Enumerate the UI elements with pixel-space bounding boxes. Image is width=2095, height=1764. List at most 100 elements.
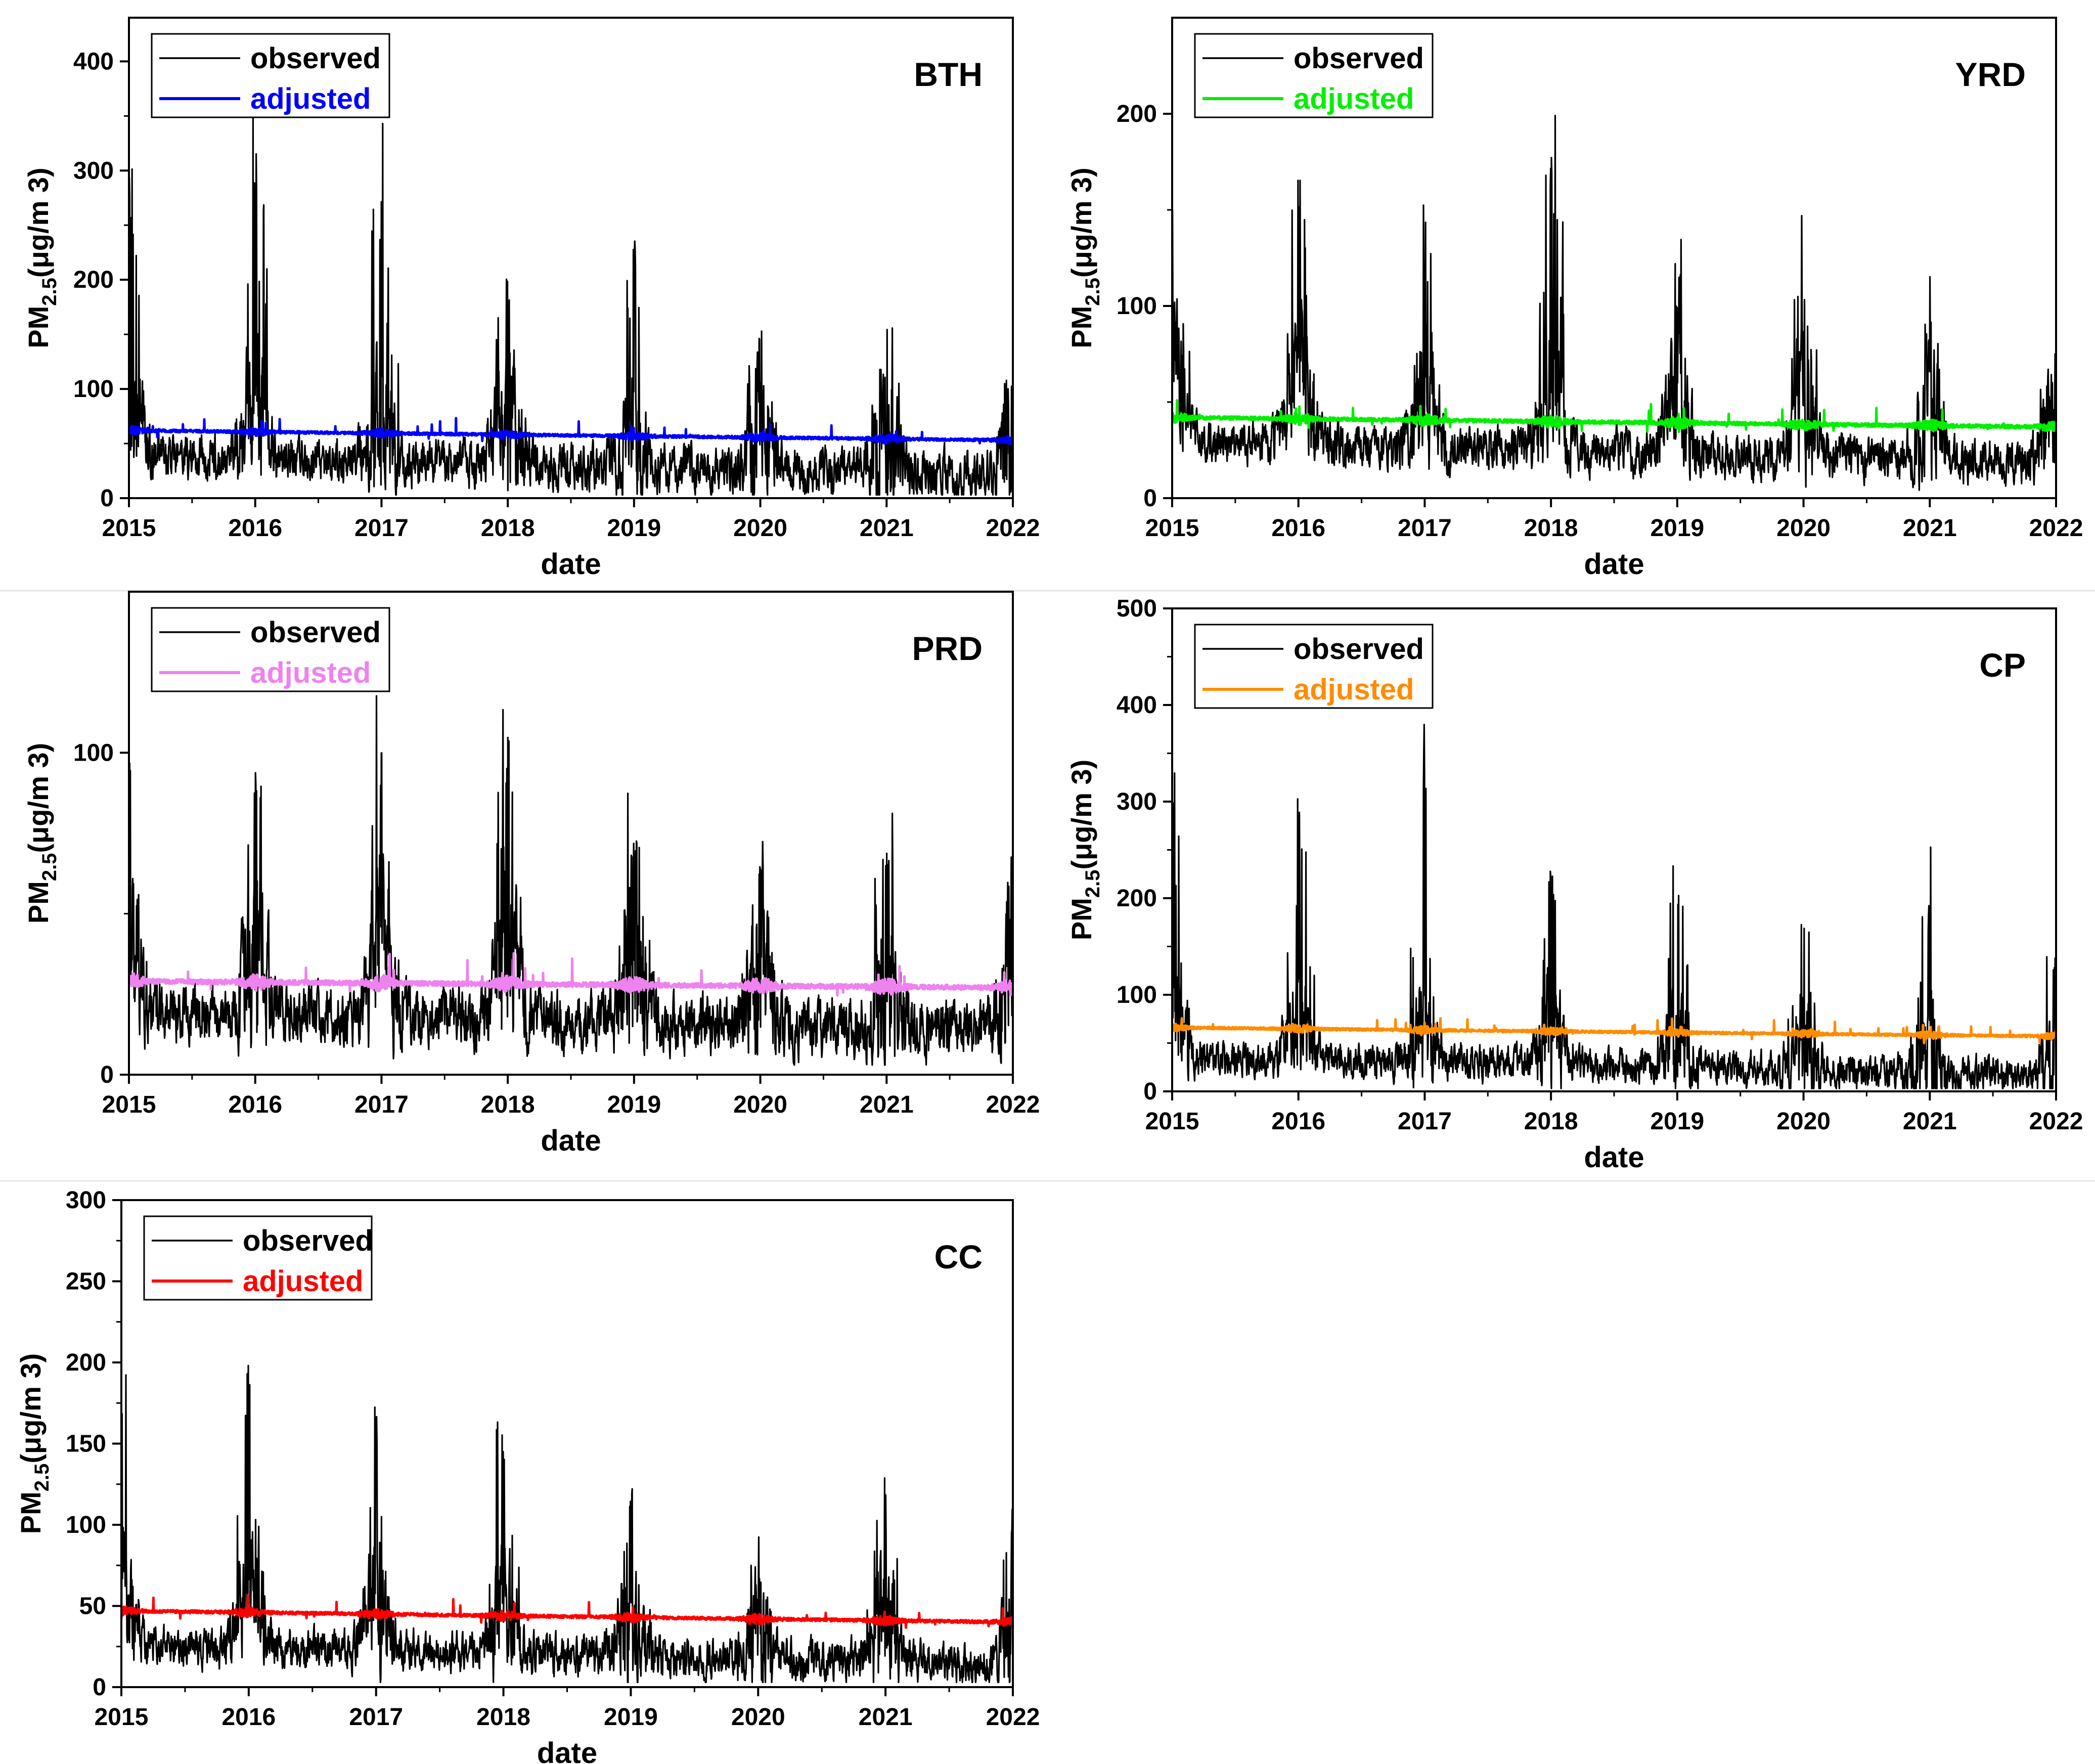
x-tick-label: 2016	[228, 1091, 282, 1118]
legend-label-observed: observed	[1294, 633, 1424, 666]
y-axis-label: PM2.5(μg/m 3)	[22, 743, 61, 923]
x-tick-label: 2022	[2029, 515, 2083, 542]
chart-panel-yrd: 2015 2016 2017 2018 2019 2020 2021 2022 0 100 200 d…	[1065, 17, 2083, 581]
legend-label-adjusted: adjusted	[250, 656, 371, 689]
x-tick-label: 2021	[859, 1704, 913, 1731]
x-tick-label: 2017	[1398, 515, 1452, 542]
y-tick-label: 100	[66, 1512, 106, 1538]
series-observed	[129, 695, 1013, 1066]
legend-box	[151, 33, 390, 118]
x-tick-label: 2020	[1776, 515, 1831, 542]
region-label: CP	[1979, 646, 2026, 684]
legend-box	[1194, 33, 1434, 118]
legend-label-observed: observed	[250, 42, 381, 75]
x-tick-label: 2021	[1903, 1108, 1957, 1135]
series-group	[121, 1364, 1013, 1683]
y-tick-label: 300	[66, 1187, 106, 1214]
legend-box	[1194, 624, 1434, 709]
x-tick-label: 2020	[731, 1704, 785, 1731]
x-tick-label: 2022	[986, 1704, 1040, 1731]
y-axis-label: PM2.5(μg/m 3)	[22, 167, 61, 348]
x-tick-label: 2019	[1650, 1108, 1704, 1135]
x-tick-label: 2021	[1903, 515, 1957, 542]
chart-panel-cp: 2015 2016 2017 2018 2019 2020 2021 2022 0 100 200 3…	[1065, 595, 2083, 1174]
legend: observed adjusted	[151, 33, 390, 118]
x-tick-label: 2020	[733, 515, 787, 542]
series-group	[1172, 114, 2056, 491]
legend: observed adjusted	[151, 607, 390, 692]
y-axis-label-main: PM	[15, 1491, 47, 1534]
x-tick-label: 2018	[476, 1704, 530, 1731]
series-observed	[121, 1364, 1013, 1683]
y-tick-label: 0	[100, 1062, 114, 1088]
y-axis-label-main: PM	[22, 306, 54, 348]
legend: observed adjusted	[1194, 624, 1434, 709]
x-tick-label: 2020	[733, 1091, 787, 1118]
x-tick-label: 2022	[986, 515, 1040, 542]
x-tick-label: 2017	[349, 1704, 403, 1731]
y-tick-label: 400	[73, 48, 114, 75]
x-tick-label: 2016	[228, 515, 282, 542]
y-tick-label: 200	[1117, 885, 1157, 912]
x-tick-label: 2018	[481, 1091, 535, 1118]
region-label: BTH	[914, 56, 983, 93]
y-axis-label-main: PM	[1065, 898, 1097, 940]
y-axis-label-subscript: 2.5	[38, 278, 61, 306]
y-tick-label: 100	[73, 739, 114, 766]
y-axis-label-subscript: 2.5	[38, 853, 61, 881]
series-adjusted	[1172, 1017, 2056, 1044]
y-axis-label: PM2.5(μg/m 3)	[15, 1353, 53, 1534]
x-tick-label: 2015	[1145, 515, 1199, 542]
legend-label-adjusted: adjusted	[1294, 673, 1414, 706]
y-axis-label-main: PM	[1065, 306, 1097, 348]
y-tick-label: 500	[1117, 595, 1157, 622]
x-tick-label: 2015	[1145, 1108, 1199, 1135]
y-axis-label-subscript: 2.5	[1082, 278, 1104, 306]
x-tick-label: 2022	[986, 1091, 1040, 1118]
y-axis-label-units: (μg/m 3)	[22, 167, 54, 278]
region-label: YRD	[1955, 56, 2026, 93]
x-tick-label: 2016	[1271, 1108, 1325, 1135]
y-tick-label: 400	[1117, 692, 1157, 719]
y-tick-label: 0	[100, 485, 114, 512]
legend: observed adjusted	[1194, 33, 1434, 118]
chart-panel-prd: 2015 2016 2017 2018 2019 2020 2021 2022 0 100 date…	[22, 591, 1040, 1157]
y-tick-label: 50	[79, 1593, 106, 1620]
y-axis-label-units: (μg/m 3)	[15, 1353, 47, 1464]
legend-box	[143, 1215, 373, 1301]
x-axis-label: date	[1584, 548, 1644, 581]
x-tick-label: 2021	[860, 515, 914, 542]
y-axis-label-units: (μg/m 3)	[22, 743, 54, 853]
x-tick-label: 2022	[2029, 1108, 2083, 1135]
y-axis-label-subscript: 2.5	[1082, 870, 1104, 898]
series-group	[129, 695, 1013, 1066]
x-axis-label: date	[541, 1124, 601, 1157]
x-tick-label: 2018	[1524, 1108, 1578, 1135]
series-adjusted	[121, 1594, 1013, 1629]
y-axis-label: PM2.5(μg/m 3)	[1065, 167, 1104, 348]
y-tick-label: 250	[66, 1268, 106, 1295]
legend-label-adjusted: adjusted	[1294, 82, 1414, 115]
legend-label-adjusted: adjusted	[243, 1265, 364, 1298]
y-tick-label: 100	[73, 376, 114, 403]
y-axis-label: PM2.5(μg/m 3)	[1065, 760, 1104, 940]
x-tick-label: 2019	[604, 1704, 658, 1731]
x-axis-label: date	[537, 1737, 597, 1764]
x-tick-label: 2016	[1271, 515, 1325, 542]
x-tick-label: 2017	[354, 515, 409, 542]
x-tick-label: 2018	[481, 515, 535, 542]
y-tick-label: 100	[1117, 293, 1157, 320]
y-tick-label: 300	[73, 157, 114, 184]
x-axis-label: date	[541, 548, 601, 581]
series-observed	[1172, 114, 2056, 491]
series-adjusted	[129, 952, 1013, 997]
x-axis-label: date	[1584, 1141, 1644, 1174]
y-tick-label: 200	[1117, 101, 1157, 127]
x-tick-label: 2019	[1650, 515, 1704, 542]
x-tick-label: 2015	[95, 1704, 149, 1731]
x-tick-label: 2018	[1524, 515, 1578, 542]
y-tick-label: 0	[1143, 1078, 1157, 1105]
x-tick-label: 2021	[860, 1091, 914, 1118]
chart-panel-cc: 2015 2016 2017 2018 2019 2020 2021 2022 0 50 100 15…	[15, 1187, 1040, 1764]
x-tick-label: 2017	[1398, 1108, 1452, 1135]
